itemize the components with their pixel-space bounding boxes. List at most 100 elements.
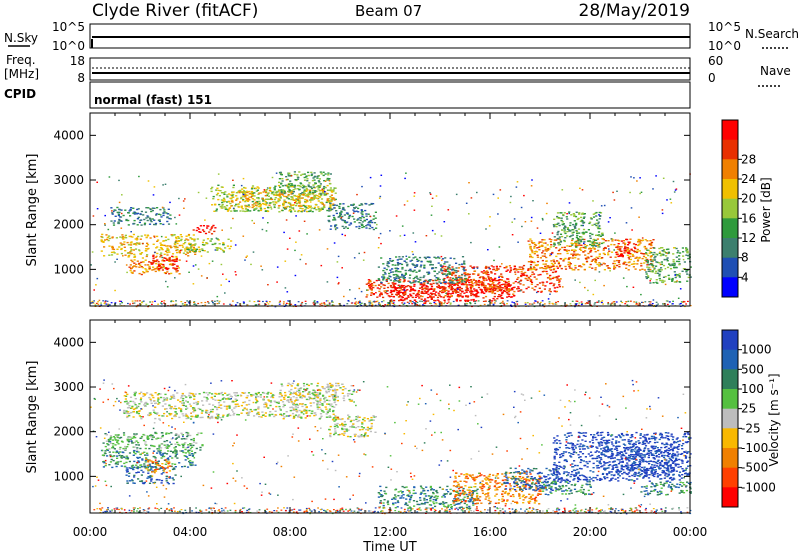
- scatter-cell: [645, 247, 648, 250]
- scatter-cell: [338, 207, 341, 209]
- scatter-cell: [378, 237, 380, 239]
- scatter-cell: [223, 206, 226, 208]
- scatter-cell: [290, 175, 293, 177]
- scatter-cell: [232, 179, 234, 181]
- scatter-cell: [476, 191, 478, 194]
- scatter-cell: [330, 200, 333, 202]
- scatter-cell: [624, 247, 627, 249]
- scatter-cell: [328, 410, 331, 412]
- scatter-cell: [584, 246, 587, 248]
- scatter-cell: [178, 273, 181, 275]
- scatter-cell: [544, 263, 547, 265]
- scatter-cell: [495, 267, 499, 269]
- scatter-cell: [139, 264, 142, 266]
- scatter-cell: [143, 218, 146, 221]
- scatter-cell: [367, 213, 370, 215]
- scatter-cell: [145, 255, 148, 258]
- scatter-cell: [189, 250, 192, 253]
- scatter-cell: [392, 274, 395, 276]
- scatter-cell: [614, 232, 616, 234]
- scatter-cell: [543, 288, 546, 290]
- scatter-cell: [646, 249, 649, 251]
- scatter-cell: [182, 402, 185, 404]
- scatter-cell: [533, 268, 536, 271]
- scatter-cell: [597, 249, 600, 252]
- scatter-cell: [367, 279, 370, 281]
- scatter-cell: [658, 273, 661, 275]
- scatter-cell: [104, 301, 107, 303]
- scatter-cell: [523, 194, 525, 197]
- scatter-cell: [105, 303, 108, 305]
- scatter-cell: [499, 189, 502, 191]
- scatter-cell: [531, 250, 534, 252]
- scatter-cell: [391, 259, 395, 262]
- scatter-cell: [163, 399, 166, 401]
- scatter-cell: [221, 394, 224, 396]
- scatter-cell: [365, 215, 368, 217]
- scatter-cell: [142, 261, 145, 263]
- scatter-cell: [333, 242, 336, 244]
- scatter-cell: [474, 301, 476, 303]
- scatter-cell: [294, 404, 297, 406]
- scatter-cell: [377, 278, 380, 280]
- scatter-cell: [142, 395, 145, 397]
- scatter-cell: [603, 253, 606, 256]
- scatter-cell: [175, 240, 178, 242]
- scatter-cell: [637, 241, 640, 243]
- scatter-cell: [256, 200, 259, 203]
- scatter-cell: [148, 268, 151, 271]
- scatter-cell: [422, 280, 426, 283]
- scatter-cell: [492, 193, 495, 196]
- scatter-cell: [552, 264, 555, 266]
- scatter-cell: [158, 213, 161, 215]
- scatter-cell: [476, 283, 479, 285]
- scatter-cell: [563, 212, 566, 214]
- scatter-cell: [456, 288, 459, 290]
- scatter-cell: [534, 285, 537, 288]
- scatter-cell: [218, 406, 221, 409]
- scatter-cell: [368, 302, 371, 304]
- scatter-cell: [613, 249, 615, 251]
- scatter-cell: [299, 195, 302, 197]
- scatter-cell: [479, 304, 482, 306]
- scatter-cell: [108, 237, 111, 240]
- scatter-cell: [448, 272, 451, 274]
- scatter-cell: [153, 411, 156, 413]
- scatter-cell: [122, 238, 125, 240]
- scatter-cell: [451, 292, 455, 294]
- scatter-cell: [311, 199, 314, 201]
- scatter-cell: [444, 283, 447, 285]
- scatter-cell: [197, 302, 200, 305]
- scatter-cell: [427, 271, 430, 273]
- scatter-cell: [574, 245, 577, 247]
- scatter-cell: [505, 265, 508, 268]
- scatter-cell: [134, 243, 137, 245]
- scatter-cell: [528, 303, 531, 305]
- scatter-cell: [160, 396, 163, 399]
- scatter-cell: [273, 400, 276, 402]
- scatter-cell: [571, 269, 574, 271]
- scatter-cell: [501, 291, 504, 293]
- scatter-cell: [576, 232, 579, 235]
- scatter-cell: [217, 198, 220, 201]
- scatter-cell: [253, 209, 256, 211]
- scatter-cell: [579, 281, 581, 284]
- scatter-cell: [471, 286, 474, 288]
- scatter-cell: [307, 174, 310, 177]
- scatter-cell: [583, 238, 586, 241]
- scatter-cell: [290, 211, 293, 213]
- scatter-cell: [632, 286, 635, 288]
- scatter-cell: [117, 221, 120, 223]
- scatter-cell: [441, 282, 444, 284]
- scatter-cell: [220, 263, 223, 266]
- scatter-cell: [485, 271, 488, 273]
- scatter-cell: [162, 207, 165, 209]
- scatter-cell: [476, 291, 479, 293]
- scatter-cell: [530, 268, 533, 271]
- scatter-cell: [618, 260, 621, 262]
- scatter-cell: [650, 255, 653, 257]
- scatter-cell: [303, 173, 306, 175]
- scatter-cell: [437, 262, 440, 264]
- scatter-cell: [174, 414, 177, 416]
- scatter-cell: [589, 232, 592, 235]
